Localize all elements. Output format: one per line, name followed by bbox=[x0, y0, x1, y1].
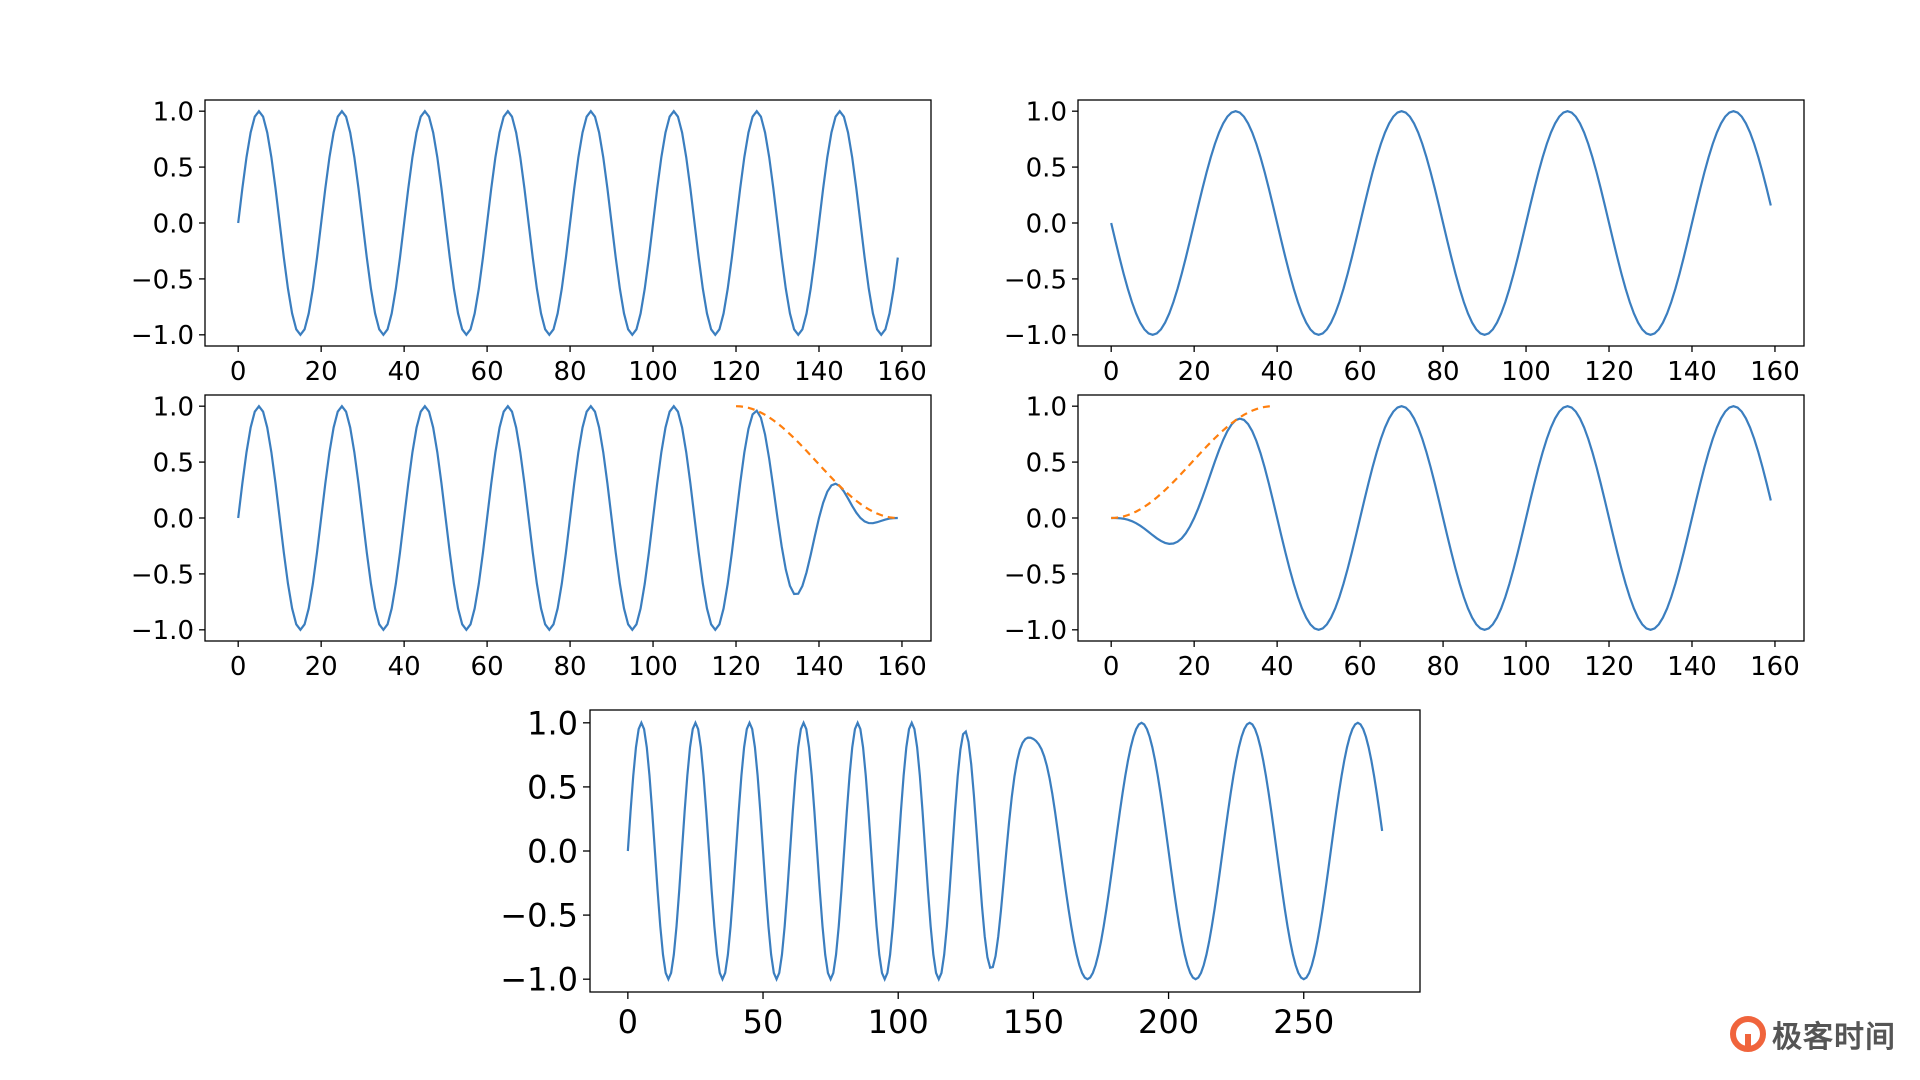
signal-line bbox=[626, 720, 1384, 982]
x-tick-label: 120 bbox=[711, 652, 761, 682]
y-tick-label: 0.5 bbox=[153, 448, 194, 478]
x-tick-label: 40 bbox=[1261, 357, 1294, 387]
x-tick-label: 100 bbox=[1501, 357, 1551, 387]
chart-panel-bottom: 0 50 100 150 200 250 −1.0 −0.5 0.0 0.5 1.0 bbox=[500, 704, 1421, 1041]
x-tick-label: 60 bbox=[1344, 357, 1377, 387]
x-tick-label: 0 bbox=[230, 652, 247, 682]
y-tick-label: −1.0 bbox=[500, 961, 578, 999]
x-tick-label: 100 bbox=[628, 357, 678, 387]
axes-frame bbox=[204, 394, 932, 642]
y-tick-label: −1.0 bbox=[131, 321, 194, 351]
chart-panel-middle-left: 0 20 40 60 80 100 120 140 160 −1.0 −0.5 0.0 0.5 1.0 bbox=[131, 393, 932, 682]
x-tick-label: 140 bbox=[1667, 652, 1717, 682]
y-tick-label: 0.0 bbox=[153, 504, 194, 534]
axes-frame bbox=[204, 99, 932, 347]
x-tick-label: 20 bbox=[305, 652, 338, 682]
y-tick-label: 0.0 bbox=[153, 209, 194, 239]
x-tick-label: 40 bbox=[388, 357, 421, 387]
signal-line bbox=[237, 109, 899, 337]
x-tick-label: 20 bbox=[1178, 357, 1211, 387]
y-tick-label: 0.5 bbox=[1026, 153, 1067, 183]
x-tick-label: 60 bbox=[471, 357, 504, 387]
x-tick-label: 0 bbox=[230, 357, 247, 387]
x-tick-label: 60 bbox=[471, 652, 504, 682]
y-tick-label: 1.0 bbox=[527, 704, 578, 742]
x-tick-label: 80 bbox=[554, 652, 587, 682]
y-tick-label: 0.0 bbox=[1026, 209, 1067, 239]
x-tick-label: 160 bbox=[1750, 357, 1800, 387]
x-tick-label: 50 bbox=[743, 1003, 784, 1041]
axes-frame bbox=[1077, 394, 1805, 642]
x-tick-label: 140 bbox=[794, 652, 844, 682]
y-tick-label: 1.0 bbox=[153, 98, 194, 128]
x-tick-label: 60 bbox=[1344, 652, 1377, 682]
x-tick-label: 40 bbox=[388, 652, 421, 682]
x-tick-label: 140 bbox=[1667, 357, 1717, 387]
chart-panel-top-right: 0 20 40 60 80 100 120 140 160 −1.0 −0.5 0.0 0.5 1.0 bbox=[1004, 98, 1805, 387]
x-tick-label: 100 bbox=[1501, 652, 1551, 682]
x-tick-label: 120 bbox=[1584, 357, 1634, 387]
y-tick-label: 1.0 bbox=[1026, 393, 1067, 423]
y-tick-label: 0.5 bbox=[153, 153, 194, 183]
y-tick-label: 0.0 bbox=[527, 833, 578, 871]
watermark: 极客时间 bbox=[1730, 1012, 1896, 1056]
signal-line bbox=[237, 404, 898, 632]
x-tick-label: 100 bbox=[628, 652, 678, 682]
y-tick-label: −0.5 bbox=[131, 560, 194, 590]
y-tick-label: 1.0 bbox=[153, 393, 194, 423]
x-tick-label: 160 bbox=[1750, 652, 1800, 682]
x-tick-label: 160 bbox=[877, 652, 927, 682]
y-tick-label: −1.0 bbox=[131, 616, 194, 646]
y-tick-label: −1.0 bbox=[1004, 321, 1067, 351]
x-tick-label: 140 bbox=[794, 357, 844, 387]
taper-window-line bbox=[735, 405, 898, 520]
signal-line bbox=[1111, 405, 1772, 631]
x-tick-label: 100 bbox=[868, 1003, 929, 1041]
x-tick-label: 20 bbox=[305, 357, 338, 387]
geek-time-logo-icon bbox=[1730, 1016, 1766, 1052]
signal-line bbox=[1110, 110, 1772, 336]
chart-panel-top-left: 0 20 40 60 80 100 120 140 160 −1.0 −0.5 0.0 0.5 1.0 bbox=[131, 98, 932, 387]
x-tick-label: 0 bbox=[1103, 652, 1120, 682]
x-tick-label: 0 bbox=[618, 1003, 638, 1041]
y-tick-label: 0.5 bbox=[1026, 448, 1067, 478]
y-tick-label: −0.5 bbox=[1004, 265, 1067, 295]
x-tick-label: 80 bbox=[1427, 652, 1460, 682]
x-tick-label: 120 bbox=[1584, 652, 1634, 682]
chart-panel-middle-right: 0 20 40 60 80 100 120 140 160 −1.0 −0.5 0.0 0.5 1.0 bbox=[1004, 393, 1805, 682]
x-tick-label: 150 bbox=[1003, 1003, 1064, 1041]
taper-window-line bbox=[1111, 405, 1274, 520]
y-tick-label: −0.5 bbox=[1004, 560, 1067, 590]
x-tick-label: 200 bbox=[1138, 1003, 1199, 1041]
watermark-text: 极客时间 bbox=[1772, 1020, 1896, 1055]
x-tick-label: 0 bbox=[1103, 357, 1120, 387]
x-tick-label: 80 bbox=[1427, 357, 1460, 387]
y-tick-label: 0.0 bbox=[1026, 504, 1067, 534]
x-tick-label: 20 bbox=[1178, 652, 1211, 682]
y-tick-label: −0.5 bbox=[500, 897, 578, 935]
x-tick-label: 80 bbox=[554, 357, 587, 387]
axes-frame bbox=[589, 709, 1421, 993]
y-tick-label: −1.0 bbox=[1004, 616, 1067, 646]
y-tick-label: −0.5 bbox=[131, 265, 194, 295]
x-tick-label: 250 bbox=[1273, 1003, 1334, 1041]
y-tick-label: 1.0 bbox=[1026, 98, 1067, 128]
y-tick-label: 0.5 bbox=[527, 768, 578, 806]
x-tick-label: 160 bbox=[877, 357, 927, 387]
x-tick-label: 40 bbox=[1261, 652, 1294, 682]
axes-frame bbox=[1077, 99, 1805, 347]
x-tick-label: 120 bbox=[711, 357, 761, 387]
